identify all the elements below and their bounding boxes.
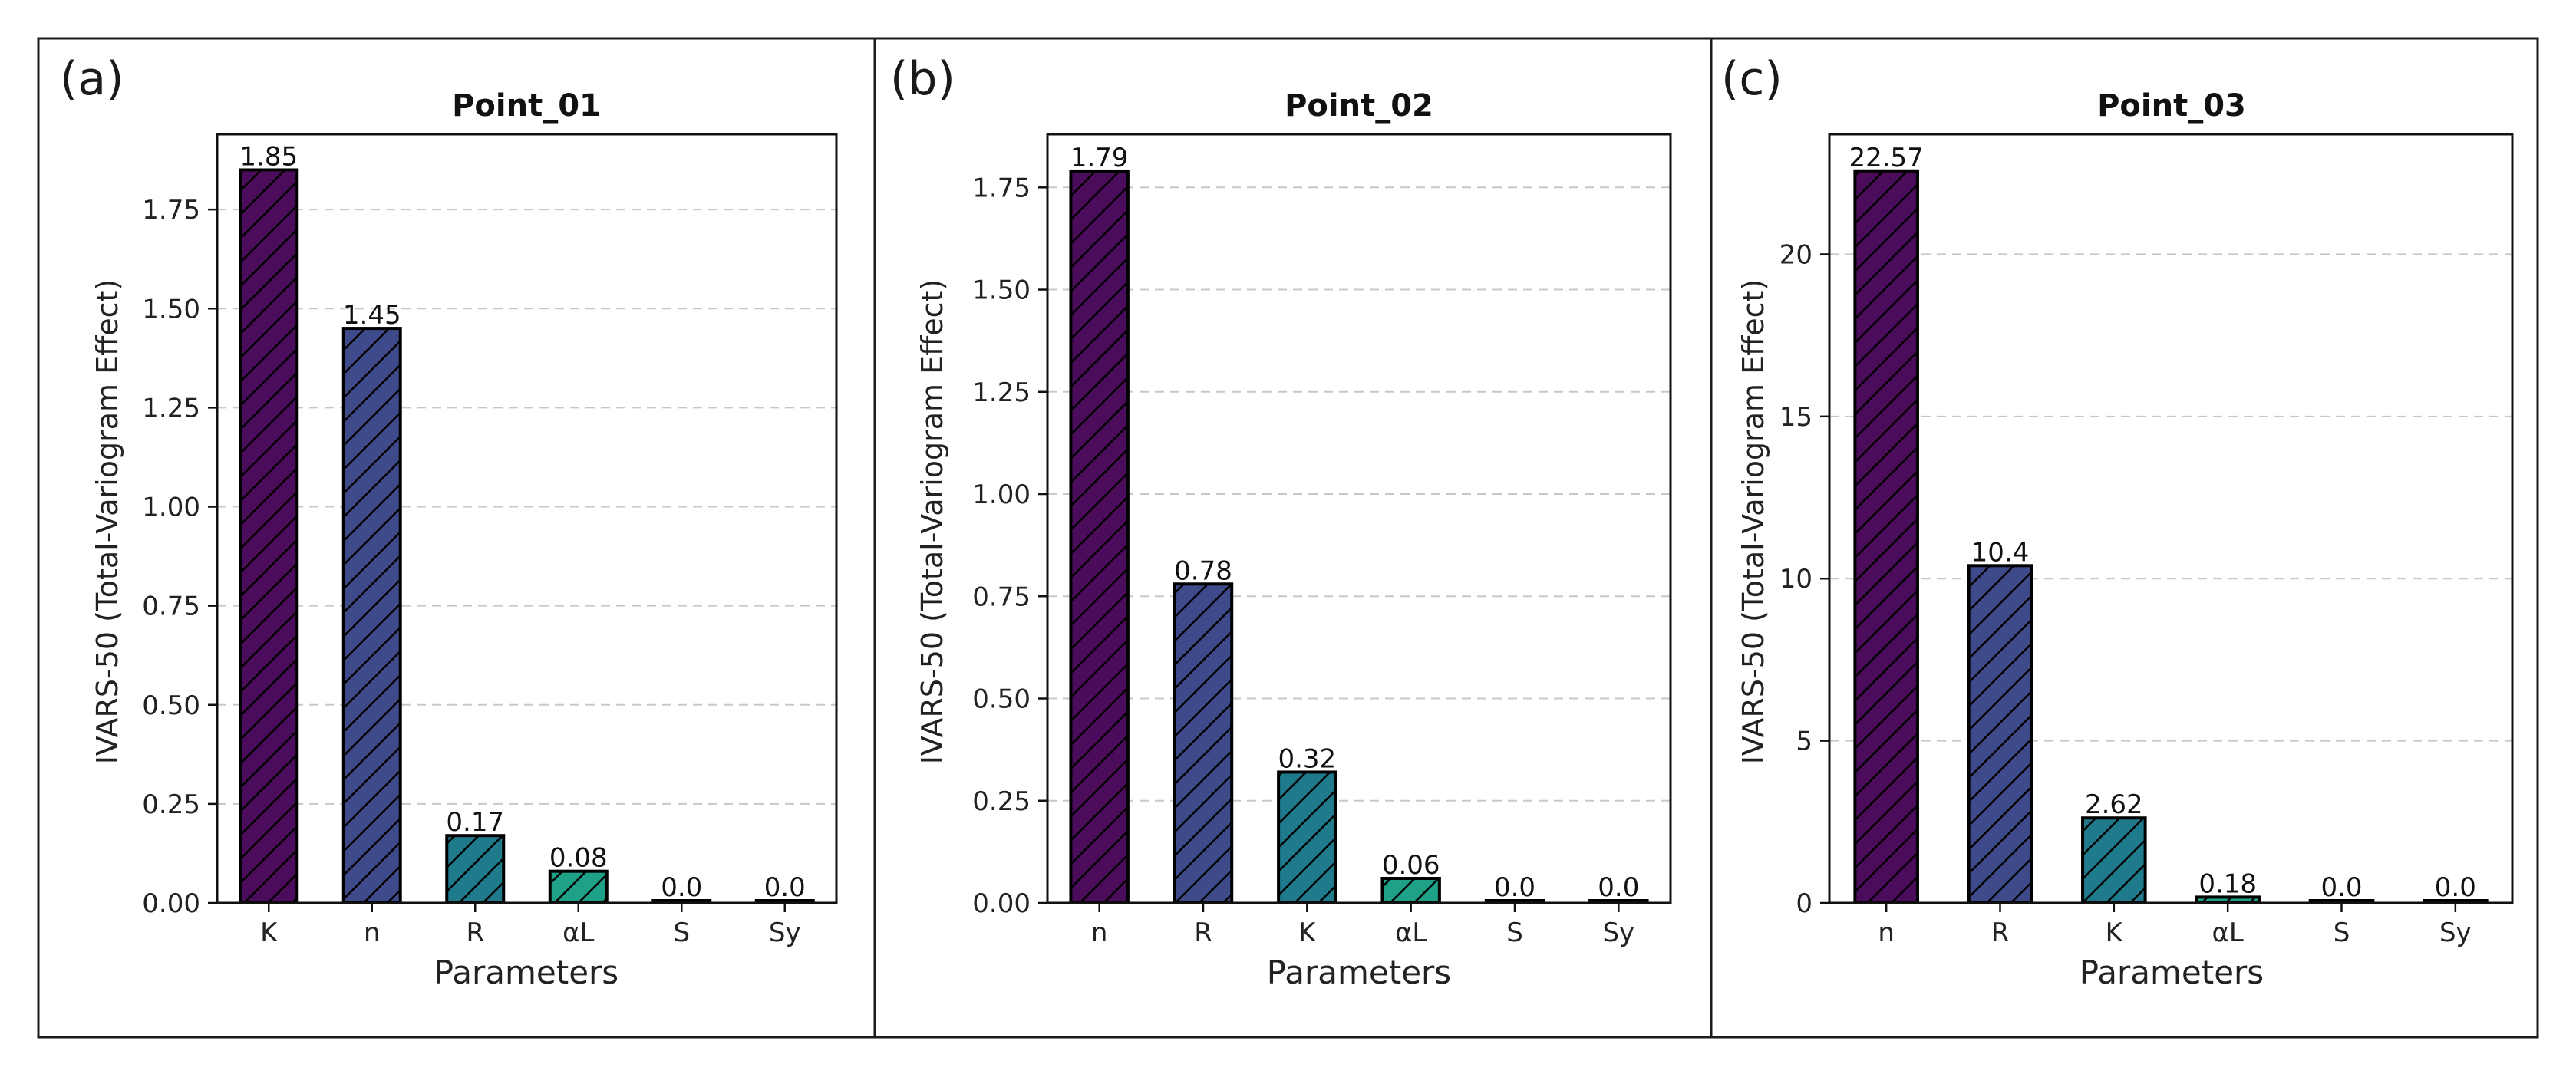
data-label: 1.45	[343, 300, 401, 331]
plot-area	[216, 133, 838, 904]
x-tick-label: K	[260, 918, 279, 948]
data-label: 2.62	[2085, 789, 2143, 820]
y-tick-label: 5	[1796, 727, 1812, 757]
x-tick-label: n	[1091, 918, 1108, 948]
y-tick-label: 0.25	[972, 786, 1031, 817]
y-tick-label: 10	[1779, 564, 1812, 595]
bar-K	[1277, 770, 1337, 905]
y-tick-label: 0.25	[142, 789, 200, 820]
panel-c: (c) Point_03 IVARS-50 (Total-Variogram E…	[1721, 52, 2514, 991]
y-axis-label: IVARS-50 (Total-Variogram Effect)	[915, 279, 949, 765]
x-tick-label: R	[1194, 918, 1212, 948]
x-tick-label: S	[673, 918, 690, 948]
y-tick-label: 1.25	[142, 393, 200, 423]
data-label: 0.78	[1174, 555, 1232, 586]
y-tick-label: 1.50	[972, 275, 1031, 306]
x-axis-label: Parameters	[434, 954, 618, 991]
bar-R	[445, 834, 506, 905]
y-tick-label: 1.25	[972, 377, 1031, 408]
data-label: 0.32	[1278, 743, 1336, 774]
data-label: 1.79	[1070, 143, 1129, 173]
y-tick-label: 0.00	[142, 888, 200, 919]
y-tick-label: 1.00	[972, 479, 1031, 510]
data-label: 0.0	[1598, 872, 1639, 903]
bar-n	[341, 327, 402, 905]
data-label: 0.0	[661, 872, 702, 903]
x-tick-label: S	[2334, 918, 2350, 948]
chart-title: Point_03	[2097, 88, 2246, 124]
x-axis-label: Parameters	[1267, 954, 1451, 991]
y-tick-label: 0.75	[972, 582, 1031, 612]
panel-label: (c)	[1721, 52, 1783, 106]
x-tick-label: R	[1991, 918, 2010, 948]
data-label: 0.0	[764, 872, 806, 903]
data-label: 0.08	[549, 843, 608, 874]
data-label: 0.06	[1382, 850, 1440, 881]
y-tick-label: 0.50	[972, 684, 1031, 715]
chart-title: Point_01	[452, 88, 601, 124]
y-tick-label: 1.00	[142, 493, 200, 523]
x-tick-label: Sy	[1602, 918, 1634, 948]
panel-label: (a)	[60, 52, 124, 106]
bar-K	[239, 168, 299, 904]
x-tick-label: K	[1298, 918, 1317, 948]
bar-n	[1853, 169, 1919, 905]
y-tick-label: 15	[1779, 402, 1812, 433]
y-tick-label: 0.50	[142, 690, 200, 721]
bar-n	[1069, 169, 1130, 904]
y-tick-label: 1.75	[972, 173, 1031, 203]
panel-a: (a) Point_01 IVARS-50 (Total-Variogram E…	[60, 52, 838, 991]
plot-area	[1828, 133, 2514, 904]
data-label: 0.17	[446, 807, 504, 838]
x-tick-label: αL	[562, 918, 594, 948]
x-axis-label: Parameters	[2080, 954, 2264, 991]
y-tick-label: 0.75	[142, 591, 200, 622]
x-tick-label: n	[1878, 918, 1895, 948]
x-tick-label: αL	[1395, 918, 1427, 948]
y-axis-label: IVARS-50 (Total-Variogram Effect)	[1737, 279, 1770, 765]
x-tick-label: Sy	[2439, 918, 2472, 948]
bar-R	[1967, 564, 2033, 904]
y-axis-label: IVARS-50 (Total-Variogram Effect)	[91, 279, 124, 765]
x-tick-label: n	[364, 918, 381, 948]
data-label: 22.57	[1849, 143, 1923, 173]
y-tick-label: 20	[1779, 239, 1812, 270]
bar-αL	[548, 869, 609, 905]
panel-b: (b) Point_02 IVARS-50 (Total-Variogram E…	[890, 52, 1672, 991]
data-label: 1.85	[239, 141, 298, 172]
x-tick-label: αL	[2212, 918, 2243, 948]
x-tick-label: S	[1506, 918, 1523, 948]
data-label: 10.4	[1971, 537, 2030, 568]
y-tick-label: 0	[1796, 888, 1812, 919]
data-label: 0.0	[2435, 872, 2476, 903]
x-tick-label: Sy	[769, 918, 801, 948]
bar-αL	[1380, 877, 1441, 904]
y-tick-label: 0.00	[972, 888, 1031, 919]
x-tick-label: K	[2106, 918, 2124, 948]
x-tick-label: R	[466, 918, 484, 948]
chart-title: Point_02	[1285, 88, 1433, 124]
data-label: 0.18	[2198, 868, 2257, 899]
data-label: 0.0	[2320, 872, 2362, 903]
panel-label: (b)	[890, 52, 955, 106]
y-tick-label: 1.75	[142, 195, 200, 226]
plot-area	[1046, 133, 1672, 904]
panel-frame	[37, 37, 2539, 1039]
y-tick-label: 1.50	[142, 294, 200, 325]
bar-R	[1173, 582, 1234, 905]
bar-K	[2081, 816, 2147, 904]
data-label: 0.0	[1494, 872, 1535, 903]
